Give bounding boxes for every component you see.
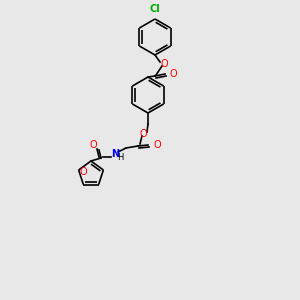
Text: O: O xyxy=(139,129,147,139)
Text: H: H xyxy=(117,154,123,163)
Text: O: O xyxy=(80,167,87,177)
Text: N: N xyxy=(111,149,119,159)
Text: O: O xyxy=(153,140,160,150)
Text: O: O xyxy=(89,140,97,150)
Text: O: O xyxy=(160,59,168,69)
Text: Cl: Cl xyxy=(150,4,160,14)
Text: O: O xyxy=(170,69,178,79)
